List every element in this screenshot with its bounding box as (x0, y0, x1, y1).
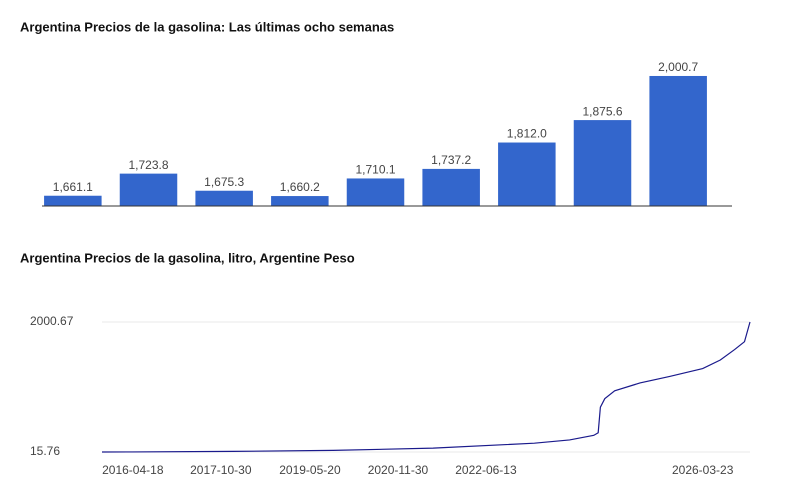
value-label: 1,675.3 (204, 175, 244, 189)
value-label: 1,661.1 (53, 180, 93, 194)
bar (195, 190, 253, 206)
chart-title: Argentina Precios de la gasolina, litro,… (20, 250, 355, 265)
value-label: 1,723.8 (128, 158, 168, 172)
bar (44, 195, 102, 206)
bar (346, 178, 405, 206)
x-tick-label: 2016-04-18 (102, 463, 164, 477)
x-tick-label: 2020-11-30 (368, 463, 429, 477)
x-tick-label: 2026-03-23 (672, 463, 734, 477)
value-label: 1,660.2 (280, 180, 320, 194)
value-label: 1,710.1 (355, 163, 395, 177)
x-tick-label: 2017-10-30 (190, 463, 252, 477)
bar (119, 173, 178, 206)
price-line (101, 321, 751, 453)
y-tick-label: 15.76 (30, 444, 60, 458)
value-label: 1,737.2 (431, 153, 471, 167)
bar (422, 168, 480, 206)
bar (649, 75, 707, 206)
x-tick-label: 2022-06-13 (455, 463, 517, 477)
value-label: 1,875.6 (582, 104, 622, 118)
y-tick-label: 2000.67 (30, 314, 74, 328)
bar (573, 120, 632, 206)
chart-title: Argentina Precios de la gasolina: Las úl… (20, 19, 394, 34)
value-label: 2,000.7 (658, 60, 698, 74)
value-label: 1,812.0 (507, 127, 547, 141)
bar (271, 196, 329, 206)
bar (498, 142, 556, 206)
x-tick-label: 2019-05-20 (279, 463, 341, 477)
